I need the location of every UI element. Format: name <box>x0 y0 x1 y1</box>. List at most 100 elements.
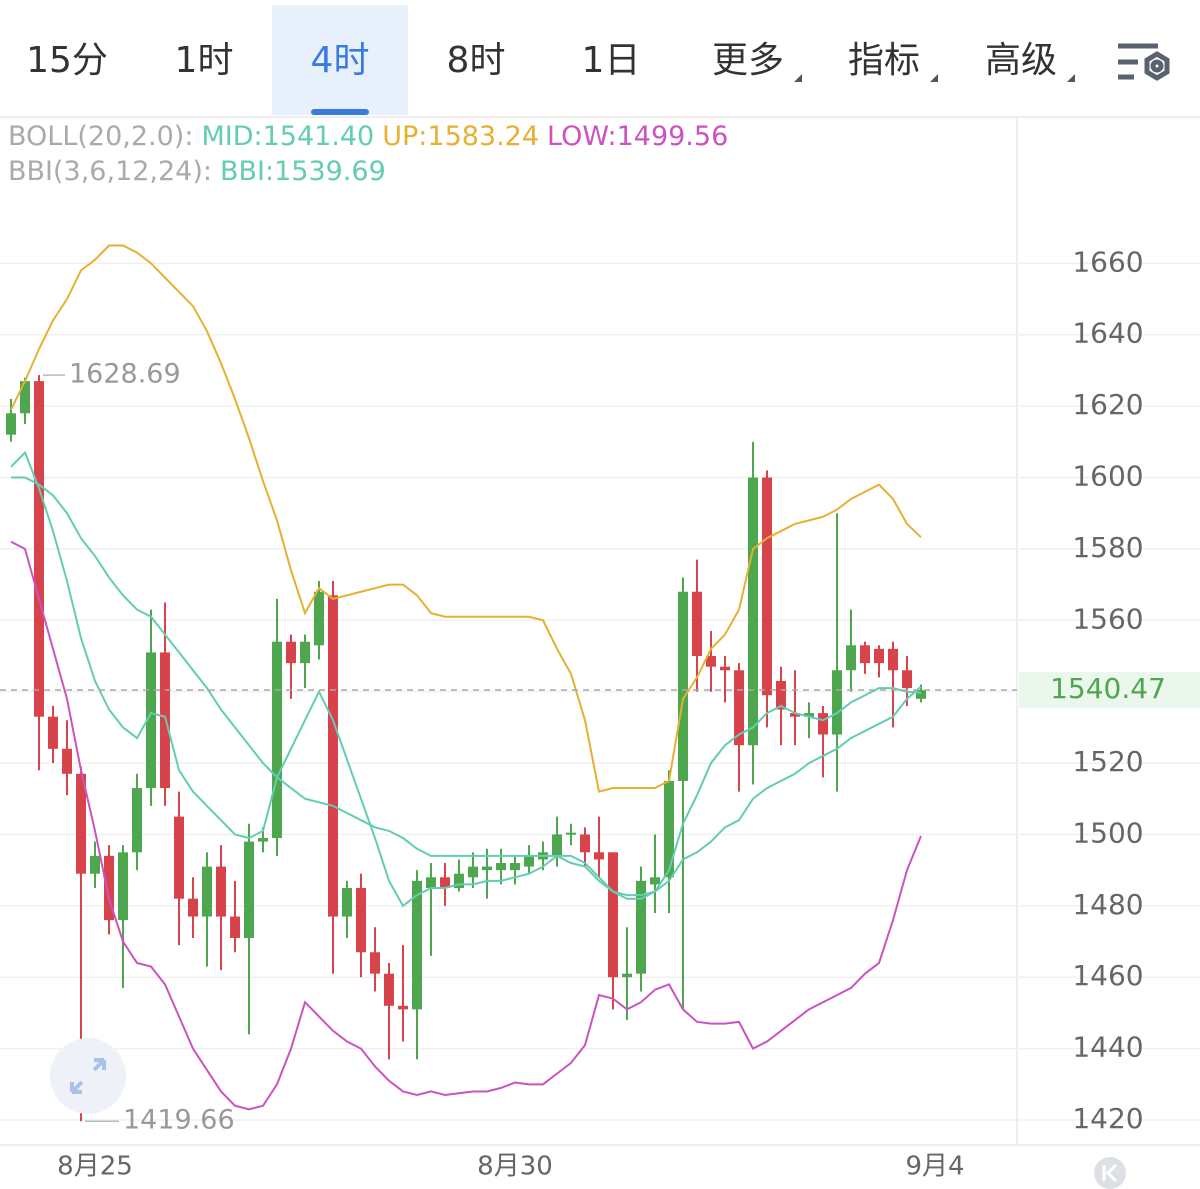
legend-entry: UP:1583.24 <box>382 121 539 152</box>
dropdown-arrow <box>1067 74 1075 82</box>
candle-body <box>370 952 380 974</box>
expand-button[interactable] <box>50 1038 126 1114</box>
min-label: 1419.66 <box>123 1105 235 1136</box>
scroll-icon <box>1102 1163 1118 1183</box>
tab-label: 4时 <box>311 40 370 81</box>
overlay: 1628.69 1419.66 1540.47 <box>0 359 1200 1136</box>
icon-dot <box>1150 59 1164 73</box>
candle-body <box>272 641 282 839</box>
y-tick-label: 1480 <box>1072 888 1143 921</box>
candle-body <box>762 477 772 696</box>
indicator-name: BOLL(20,2.0): <box>8 121 193 152</box>
indicator-name: BBI(3,6,12,24): <box>8 156 212 187</box>
candle-body <box>524 855 534 867</box>
settings-icon[interactable] <box>1118 43 1170 81</box>
candle-body <box>76 773 86 874</box>
candle-body <box>874 648 884 664</box>
candle-body <box>48 716 58 749</box>
candle-body <box>174 816 184 899</box>
x-tick-label: 9月4 <box>905 1152 964 1182</box>
candle-body <box>146 652 156 789</box>
tab[interactable]: 更多 <box>712 40 802 82</box>
plot <box>6 244 926 1122</box>
tab[interactable]: 指标 <box>848 40 938 82</box>
candle-body <box>510 863 520 871</box>
dropdown-arrow <box>930 74 938 82</box>
candle-body <box>468 866 478 878</box>
candle-body <box>664 780 674 878</box>
max-label: 1628.69 <box>69 359 181 390</box>
candle-body <box>734 670 744 746</box>
y-tick-label: 1620 <box>1072 388 1143 421</box>
candle-body <box>426 877 436 888</box>
last-price-label: 1540.47 <box>1050 672 1166 705</box>
candle-body <box>860 645 870 664</box>
y-tick-label: 1420 <box>1072 1102 1143 1135</box>
candle-body <box>678 591 688 781</box>
candle-body <box>412 880 422 1010</box>
active-tab-underline <box>311 109 369 115</box>
tab-label: 高级 <box>985 40 1057 81</box>
candle-body <box>300 641 310 664</box>
candle-body <box>720 666 730 671</box>
candle-body <box>636 880 646 974</box>
tab-label: 1时 <box>175 40 234 81</box>
indicator-line <box>10 540 922 1111</box>
y-tick-label: 1640 <box>1072 317 1143 350</box>
tab-label: 8时 <box>447 40 506 81</box>
candle-body <box>776 680 786 710</box>
tab-label: 1日 <box>582 40 641 81</box>
y-tick-label: 1520 <box>1072 745 1143 778</box>
candle-body <box>244 841 254 938</box>
candle-body <box>608 852 618 978</box>
candle-body <box>90 855 100 874</box>
icon-hex <box>1144 51 1170 81</box>
candle-body <box>916 690 926 699</box>
tab[interactable]: 8时 <box>447 40 506 81</box>
tab-label: 更多 <box>712 40 784 81</box>
candle-body <box>398 1005 408 1010</box>
candle-body <box>846 645 856 671</box>
tab-label: 指标 <box>848 40 920 81</box>
candle-body <box>384 973 394 1006</box>
candle-body <box>818 713 828 735</box>
tab[interactable]: 1日 <box>582 40 641 81</box>
candle-body <box>286 641 296 664</box>
candle-body <box>594 852 604 860</box>
indicator-legend: BOLL(20,2.0): MID:1541.40 UP:1583.24 LOW:14… <box>8 121 728 152</box>
candle-body <box>6 413 16 435</box>
candle-body <box>832 670 842 735</box>
legend-entry: LOW:1499.56 <box>547 121 728 152</box>
expand-icon <box>70 1058 106 1094</box>
expand-bg <box>50 1038 126 1114</box>
candle-body <box>454 873 464 888</box>
candle-body <box>258 838 268 842</box>
dropdown-arrow <box>794 74 802 82</box>
indicator-line <box>11 476 922 897</box>
candle-body <box>482 866 492 871</box>
tab-label: 15分 <box>26 40 108 81</box>
y-tick-label: 1580 <box>1072 531 1143 564</box>
y-tick-label: 1500 <box>1072 816 1143 849</box>
y-tick-label: 1560 <box>1072 602 1143 635</box>
candle-body <box>188 898 198 917</box>
indicator-line <box>10 244 922 793</box>
candle-body <box>692 591 702 656</box>
legend-entry: BBI:1539.69 <box>220 156 386 187</box>
candle-body <box>804 713 814 717</box>
candle-body <box>328 595 338 917</box>
candle-body <box>888 648 898 671</box>
tab[interactable]: 1时 <box>175 40 234 81</box>
tab[interactable]: 高级 <box>985 40 1075 82</box>
legend-entry: MID:1541.40 <box>201 121 374 152</box>
candle-body <box>118 852 128 921</box>
candle-body <box>132 788 142 853</box>
indicator-line <box>10 450 922 908</box>
candle-body <box>440 877 450 888</box>
candle-body <box>622 973 632 978</box>
scroll-end-button[interactable] <box>1094 1157 1126 1189</box>
tab[interactable]: 4时 <box>311 40 370 81</box>
tab[interactable]: 15分 <box>26 40 108 81</box>
